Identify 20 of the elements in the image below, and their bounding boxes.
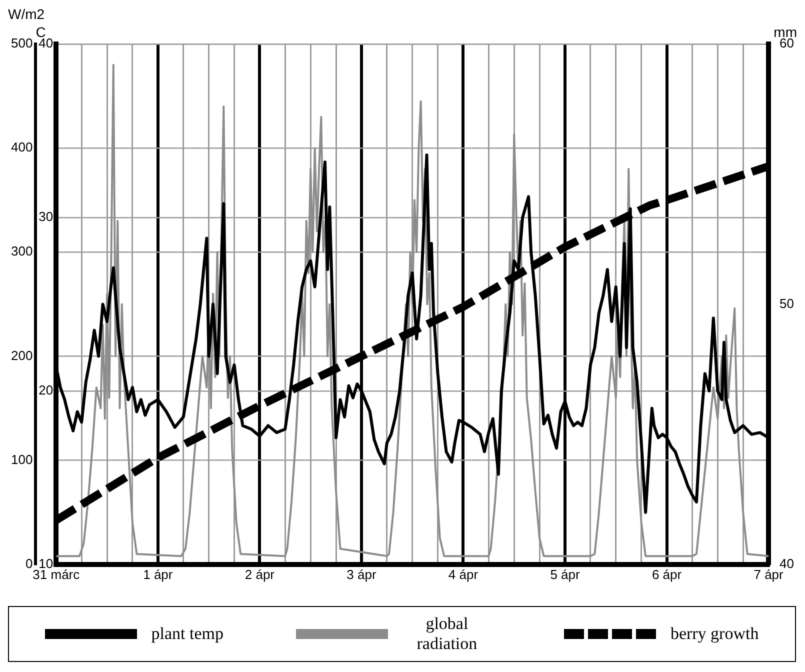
y-axis-title: W/m2: [8, 6, 45, 22]
y-tick-label: 100: [10, 452, 33, 467]
x-tick-label: 1 ápr: [143, 566, 174, 582]
y-tick-label: 400: [10, 140, 33, 155]
x-tick-label: 2 ápr: [244, 566, 276, 582]
y3-tick-label: 50: [780, 296, 794, 311]
legend-label: berry growth: [670, 624, 759, 644]
x-tick-label: 4 ápr: [448, 566, 479, 582]
legend-label: global radiation: [416, 614, 478, 654]
x-tick-label: 3 ápr: [346, 566, 377, 582]
y3-tick-label: 60: [780, 36, 794, 51]
y-tick-label: 0: [25, 556, 33, 571]
legend-label: plant temp: [151, 624, 224, 644]
y-tick-label: 500: [10, 36, 33, 51]
y2-tick-label: 20: [38, 382, 54, 398]
y-tick-label: 200: [10, 348, 33, 363]
x-tick-label: 6 ápr: [652, 566, 682, 582]
x-tick-label: 5 ápr: [550, 566, 580, 582]
y-tick-label: 300: [10, 244, 33, 259]
y2-tick-label: 30: [38, 209, 54, 224]
